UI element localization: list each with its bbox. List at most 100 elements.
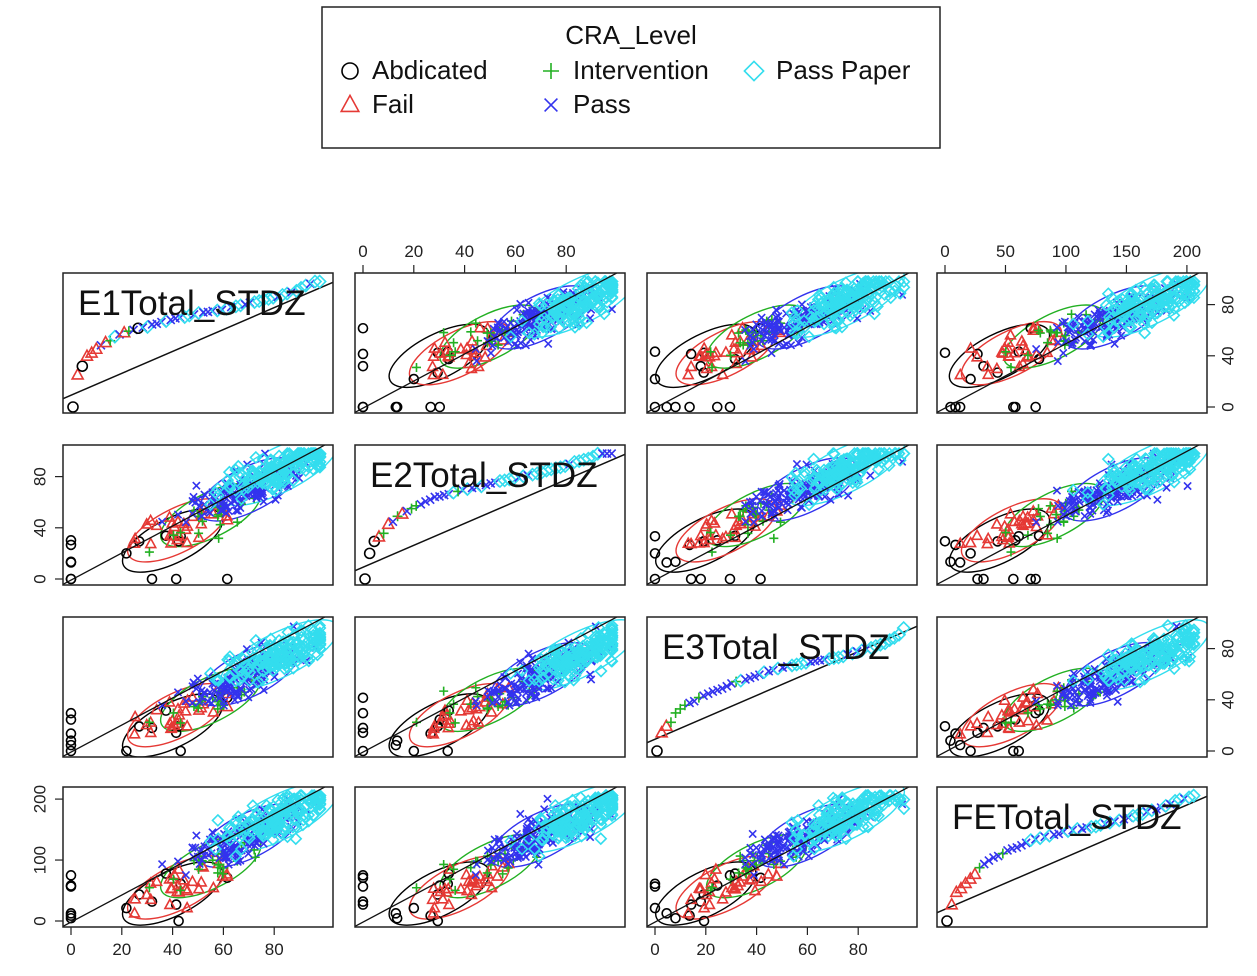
data-point (1187, 626, 1201, 640)
data-point (1124, 320, 1138, 334)
data-point (1016, 840, 1027, 850)
data-point (197, 846, 206, 855)
data-point (255, 827, 270, 841)
data-point (1012, 842, 1022, 853)
data-point (755, 573, 766, 585)
data-point (748, 829, 757, 839)
variable-label: E3Total_STDZ (662, 628, 890, 667)
data-point (434, 884, 447, 897)
data-point (1183, 650, 1197, 664)
data-point (1167, 662, 1181, 676)
data-point (592, 620, 606, 634)
data-point (535, 326, 549, 340)
data-point (965, 745, 976, 757)
data-point (807, 842, 821, 856)
panel-1-3 (646, 272, 918, 414)
data-point (204, 666, 218, 680)
data-point (990, 361, 1004, 374)
data-point (1068, 674, 1077, 683)
data-point (827, 804, 841, 818)
data-point (215, 520, 225, 530)
data-point (515, 314, 529, 328)
data-point (1171, 630, 1185, 644)
data-point (256, 657, 270, 671)
tick-label: 40 (1218, 690, 1237, 709)
data-point (157, 701, 167, 710)
data-point (189, 506, 199, 516)
data-point (492, 697, 501, 706)
tick-label: 80 (557, 242, 576, 261)
data-point (770, 846, 779, 855)
tick-label: 20 (696, 940, 715, 959)
data-point (65, 745, 77, 757)
data-point (594, 633, 608, 647)
data-point (1053, 338, 1063, 347)
data-point (268, 818, 282, 832)
data-point (997, 848, 1008, 859)
data-point (706, 528, 716, 538)
data-point (312, 274, 327, 289)
data-point (569, 653, 583, 667)
legend-item-abdicated: Abdicated (341, 55, 488, 85)
data-point (211, 672, 225, 686)
data-point (378, 528, 389, 539)
data-point (830, 482, 844, 496)
data-point (250, 841, 259, 850)
data-point (216, 690, 225, 699)
data-point (1004, 328, 1017, 340)
data-point (856, 461, 870, 475)
data-point (250, 852, 260, 862)
data-point (736, 869, 749, 881)
data-point (1061, 336, 1071, 346)
data-point (471, 683, 481, 693)
data-point (1167, 475, 1181, 489)
data-point (856, 819, 870, 834)
data-point (749, 344, 759, 354)
data-point (527, 327, 542, 341)
tick-label: 0 (1218, 746, 1237, 755)
data-point (703, 689, 713, 699)
data-point (507, 679, 516, 688)
data-point (791, 813, 805, 827)
data-point (605, 789, 619, 803)
variable-label: E1Total_STDZ (78, 284, 306, 323)
data-point (1186, 788, 1201, 803)
data-point (428, 901, 441, 913)
panel-frame (646, 272, 918, 414)
data-point (784, 500, 793, 509)
data-point (844, 284, 858, 298)
data-point (273, 796, 287, 810)
panel-frame (936, 444, 1208, 586)
data-point (856, 459, 870, 473)
data-point (1147, 447, 1162, 461)
data-point (850, 475, 864, 489)
data-point (1118, 673, 1132, 687)
data-point (893, 792, 907, 806)
data-point (1093, 672, 1103, 681)
data-point (827, 447, 841, 461)
data-point (450, 885, 460, 895)
data-point (428, 341, 441, 353)
data-point (670, 401, 681, 413)
data-point (173, 510, 183, 519)
data-point (649, 881, 661, 892)
data-point (294, 623, 308, 637)
data-point (168, 708, 178, 718)
data-point (1157, 654, 1171, 668)
data-point (165, 713, 179, 726)
diagonal-fit-line (355, 453, 625, 572)
data-point (1013, 513, 1026, 526)
tick-label: 150 (1112, 242, 1140, 261)
data-point (522, 832, 536, 846)
data-point (357, 360, 369, 372)
data-point (1081, 486, 1095, 500)
data-point (605, 619, 619, 633)
data-point (661, 557, 672, 568)
data-point (515, 842, 529, 856)
data-point (760, 835, 769, 844)
tick-label: 60 (214, 940, 233, 959)
data-point (357, 745, 369, 757)
data-point (191, 498, 200, 507)
data-point (822, 815, 836, 829)
data-point (889, 279, 903, 293)
